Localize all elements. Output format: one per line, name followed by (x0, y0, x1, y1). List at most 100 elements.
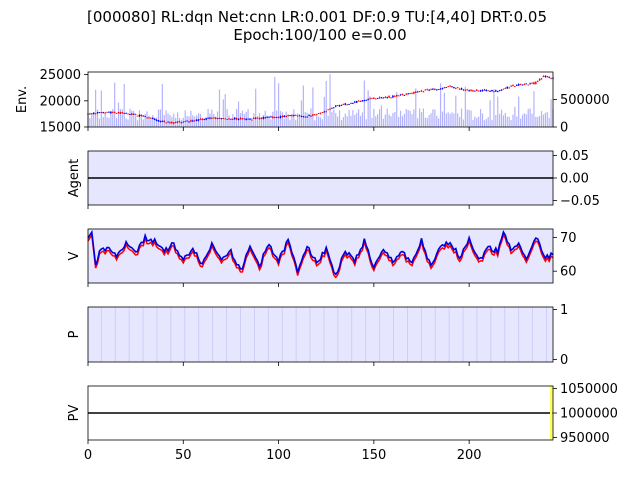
volume-bar (317, 116, 320, 127)
policy-background (88, 307, 553, 362)
volume-bar (540, 111, 543, 127)
volume-bar (363, 80, 365, 127)
volume-bar (117, 102, 120, 127)
candle-body (365, 99, 368, 101)
candle-body (144, 115, 146, 117)
candle-body (479, 90, 482, 92)
volume-bar (308, 113, 310, 127)
candle-body (273, 117, 276, 118)
candle-body (517, 84, 520, 86)
candle-body (123, 112, 126, 114)
volume-bar (136, 120, 139, 127)
volume-bar (110, 112, 112, 127)
candle-body (298, 115, 301, 116)
candle-body (171, 121, 173, 124)
volume-bar (224, 94, 226, 127)
candle-body (319, 112, 322, 114)
candle-body (293, 115, 295, 116)
volume-bar (234, 117, 236, 127)
candle-body (102, 112, 105, 113)
candle-body (512, 85, 514, 86)
candle-body (515, 85, 518, 87)
candle-body (237, 118, 240, 120)
figure-title-line2: Epoch:100/100 e=0.00 (233, 26, 406, 44)
panel-value: 60 70 V (67, 228, 577, 287)
candle-body (313, 114, 316, 116)
volume-bar (369, 96, 371, 127)
volume-bar (123, 83, 125, 127)
candle-body (458, 88, 461, 90)
candle-body (178, 121, 181, 123)
agent-ytick-label: 0.05 (560, 149, 589, 164)
candle-body (235, 118, 238, 120)
candle-body (464, 89, 467, 91)
candle-body (519, 84, 522, 86)
volume-bar (338, 110, 341, 127)
candle-body (197, 119, 200, 121)
volume-bar (243, 113, 245, 127)
candle-body (439, 88, 442, 90)
candle-body (285, 116, 287, 117)
candle-body (544, 75, 547, 77)
candle-body (500, 89, 503, 91)
panel-portfolio: 950000 1000000 1050000 0 50 100 150 200 PV (67, 382, 618, 463)
candle-body (369, 98, 371, 100)
volume-bar (95, 89, 97, 127)
volume-bar (422, 108, 425, 127)
candle-body (331, 107, 333, 109)
volume-bar (331, 111, 333, 127)
volume-bar (409, 110, 411, 127)
volume-bar (108, 117, 110, 127)
candle-body (302, 116, 305, 118)
candle-body (388, 96, 390, 98)
candle-body (342, 104, 345, 105)
candle-body (315, 114, 318, 115)
volume-bar (98, 118, 101, 127)
candle-body (218, 118, 221, 120)
candle-body (230, 118, 232, 120)
candle-body (329, 108, 331, 110)
volume-bar (367, 90, 369, 127)
volume-bar (89, 118, 91, 127)
volume-bar (537, 116, 539, 127)
candle-body (172, 122, 175, 124)
volume-bar (300, 100, 303, 127)
volume-bar (399, 110, 402, 127)
volume-bar (396, 92, 398, 127)
candle-body (380, 97, 383, 99)
volume-bar (295, 119, 297, 127)
candle-body (359, 100, 362, 102)
candle-body (376, 98, 379, 99)
candle-body (378, 97, 381, 99)
volume-bar (249, 119, 251, 127)
volume-bar (373, 108, 375, 127)
volume-bar (375, 116, 377, 127)
candle-body (140, 115, 143, 117)
candle-body (348, 104, 350, 105)
volume-bar (333, 109, 335, 127)
candle-body (150, 117, 152, 119)
candle-body (325, 111, 328, 113)
volume-bar (335, 113, 337, 127)
candle-body (239, 117, 242, 120)
candle-body (165, 122, 167, 124)
xtick-label: 100 (266, 448, 291, 463)
volume-bar (106, 117, 108, 127)
volume-bar (264, 110, 266, 127)
volume-bar (203, 117, 205, 127)
candle-body (489, 90, 491, 92)
candle-body (94, 113, 97, 115)
candle-body (241, 118, 244, 120)
candle-body (104, 112, 106, 114)
volume-bar (493, 89, 495, 127)
candle-body (232, 119, 234, 120)
portfolio-ytick-label: 1000000 (560, 407, 618, 422)
volume-bar (441, 111, 444, 127)
volume-bar (135, 116, 137, 127)
volume-bar (500, 109, 503, 127)
candle-body (106, 111, 108, 113)
volume-bar (298, 116, 301, 127)
candle-body (113, 112, 116, 113)
panel-policy: 0 1 P (67, 303, 568, 368)
candle-body (321, 112, 324, 113)
